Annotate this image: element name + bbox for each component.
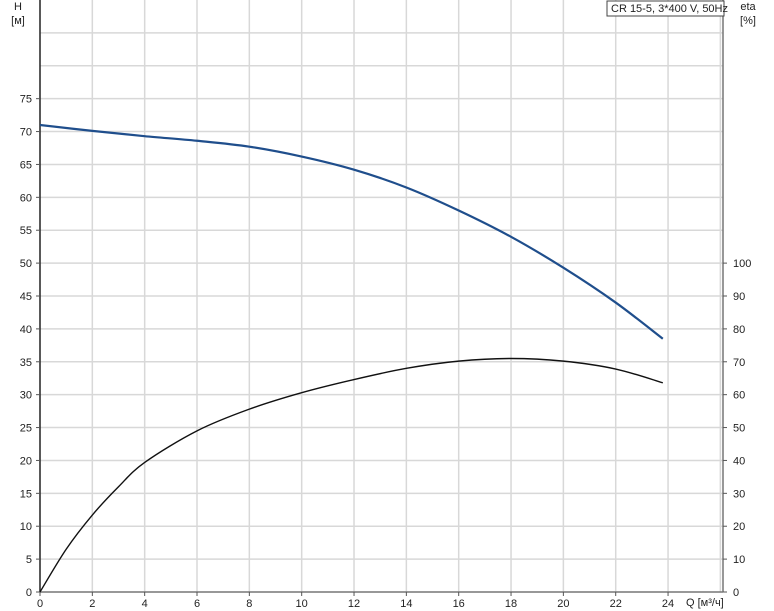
x-tick-label: 10 xyxy=(296,598,308,610)
y-right-tick-label: 0 xyxy=(733,587,739,599)
y-left-tick-label: 15 xyxy=(20,488,32,500)
y-right-tick-label: 90 xyxy=(733,291,745,303)
x-tick-label: 14 xyxy=(400,598,412,610)
y-left-tick-label: 20 xyxy=(20,455,32,467)
title-box xyxy=(606,0,725,17)
y-right-axis-unit: [%] xyxy=(740,15,756,27)
x-tick-label: 2 xyxy=(89,598,95,610)
y-right-tick-label: 20 xyxy=(733,521,745,533)
y-left-tick-label: 45 xyxy=(20,291,32,303)
x-tick-label: 18 xyxy=(505,598,517,610)
y-right-tick-label: 50 xyxy=(733,423,745,435)
y-right-tick-label: 100 xyxy=(733,258,751,270)
chart-title: CR 15-5, 3*400 V, 50Hz xyxy=(611,3,728,15)
efficiency-curve xyxy=(39,357,664,593)
y-left-tick-label: 75 xyxy=(20,94,32,106)
y-left-tick-label: 55 xyxy=(20,225,32,237)
head-curve xyxy=(39,123,664,340)
y-left-tick-label: 10 xyxy=(20,521,32,533)
y-right-tick-label: 10 xyxy=(733,554,745,566)
y-right-tick-label: 60 xyxy=(733,390,745,402)
y-left-axis-label: H xyxy=(14,1,22,13)
x-tick-label: 24 xyxy=(662,598,674,610)
y-left-axis-unit: [м] xyxy=(11,15,25,27)
y-left-tick-label: 25 xyxy=(20,423,32,435)
x-tick-label: 12 xyxy=(348,598,360,610)
y-left-tick-label: 70 xyxy=(20,127,32,139)
y-left-tick-label: 0 xyxy=(26,587,32,599)
y-left-tick-label: 30 xyxy=(20,390,32,402)
y-right-tick-label: 40 xyxy=(733,455,745,467)
x-tick-label: 20 xyxy=(557,598,569,610)
y-left-tick-label: 60 xyxy=(20,192,32,204)
y-right-tick-label: 30 xyxy=(733,488,745,500)
y-left-tick-label: 40 xyxy=(20,324,32,336)
x-tick-label: 16 xyxy=(453,598,465,610)
x-tick-label: 6 xyxy=(194,598,200,610)
y-right-axis-label: eta xyxy=(740,1,756,13)
x-axis-label: Q [м³/ч] xyxy=(686,597,724,609)
y-left-tick-label: 35 xyxy=(20,357,32,369)
x-tick-label: 4 xyxy=(142,598,148,610)
y-right-tick-label: 70 xyxy=(733,357,745,369)
y-left-tick-label: 65 xyxy=(20,159,32,171)
x-tick-label: 0 xyxy=(37,598,43,610)
x-tick-label: 22 xyxy=(610,598,622,610)
y-left-tick-label: 50 xyxy=(20,258,32,270)
y-right-tick-label: 80 xyxy=(733,324,745,336)
x-tick-label: 8 xyxy=(246,598,252,610)
y-left-tick-label: 5 xyxy=(26,554,32,566)
